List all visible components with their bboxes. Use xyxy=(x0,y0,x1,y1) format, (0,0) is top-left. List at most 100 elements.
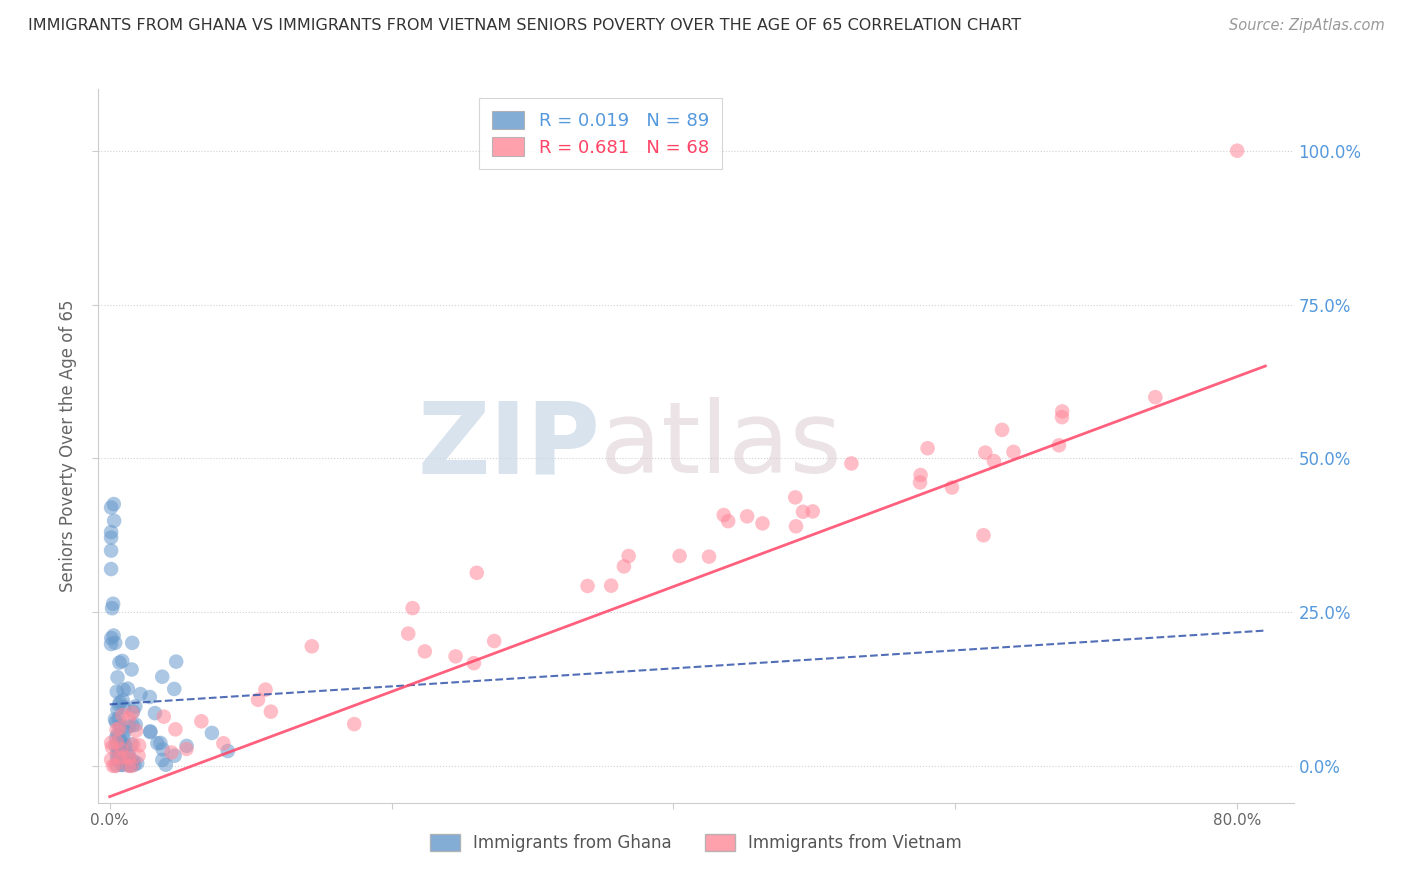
Point xyxy=(105,684,128,698)
Point xyxy=(125,723,148,738)
Point xyxy=(101,740,124,755)
Point xyxy=(129,687,152,701)
Point xyxy=(112,682,135,697)
Point xyxy=(112,730,135,744)
Point xyxy=(212,736,235,750)
Point xyxy=(613,559,636,574)
Point xyxy=(110,753,132,767)
Point xyxy=(139,724,162,739)
Point xyxy=(908,475,931,490)
Point xyxy=(668,549,690,563)
Point xyxy=(343,717,366,731)
Point xyxy=(122,705,145,719)
Point xyxy=(108,722,131,736)
Point xyxy=(128,748,150,763)
Point xyxy=(103,497,125,511)
Point xyxy=(104,636,127,650)
Point xyxy=(121,759,143,773)
Point xyxy=(139,725,162,739)
Point xyxy=(143,706,166,720)
Point xyxy=(121,663,143,677)
Point xyxy=(413,644,436,658)
Point xyxy=(111,654,134,668)
Point xyxy=(717,514,740,528)
Point xyxy=(120,756,142,771)
Point xyxy=(401,601,423,615)
Point xyxy=(108,730,131,744)
Point xyxy=(176,742,198,756)
Point xyxy=(100,637,122,651)
Point xyxy=(118,711,141,725)
Point xyxy=(217,744,239,758)
Point xyxy=(107,742,129,756)
Point xyxy=(114,739,136,753)
Point xyxy=(100,736,122,750)
Point xyxy=(121,718,143,732)
Point xyxy=(103,628,125,642)
Point xyxy=(735,509,758,524)
Text: IMMIGRANTS FROM GHANA VS IMMIGRANTS FROM VIETNAM SENIORS POVERTY OVER THE AGE OF: IMMIGRANTS FROM GHANA VS IMMIGRANTS FROM… xyxy=(28,18,1021,33)
Point xyxy=(121,636,143,650)
Point xyxy=(396,626,419,640)
Point xyxy=(155,757,177,772)
Point xyxy=(444,649,467,664)
Point xyxy=(910,468,932,483)
Point xyxy=(127,756,149,771)
Point xyxy=(917,441,939,455)
Point xyxy=(152,742,174,756)
Point xyxy=(104,712,127,726)
Point xyxy=(1050,404,1073,418)
Point xyxy=(105,752,128,766)
Point xyxy=(104,759,127,773)
Point xyxy=(110,752,132,766)
Point xyxy=(617,549,640,563)
Legend: Immigrants from Ghana, Immigrants from Vietnam: Immigrants from Ghana, Immigrants from V… xyxy=(423,827,969,859)
Point xyxy=(124,757,146,772)
Text: atlas: atlas xyxy=(600,398,842,494)
Point xyxy=(105,731,128,745)
Point xyxy=(105,723,128,737)
Point xyxy=(190,714,212,729)
Point xyxy=(983,454,1005,468)
Point xyxy=(972,528,994,542)
Point xyxy=(463,656,485,670)
Point xyxy=(150,753,173,767)
Point xyxy=(163,681,186,696)
Point xyxy=(991,423,1014,437)
Point xyxy=(751,516,773,531)
Point xyxy=(974,445,997,459)
Point xyxy=(105,735,128,749)
Point xyxy=(118,751,141,765)
Text: Source: ZipAtlas.com: Source: ZipAtlas.com xyxy=(1229,18,1385,33)
Point xyxy=(117,749,139,764)
Point xyxy=(100,531,122,545)
Point xyxy=(100,753,122,767)
Point xyxy=(122,738,145,752)
Point xyxy=(149,736,172,750)
Point xyxy=(107,727,129,741)
Point xyxy=(100,525,122,540)
Point xyxy=(101,601,124,615)
Point xyxy=(111,758,134,772)
Point xyxy=(118,759,141,773)
Point xyxy=(118,756,141,771)
Point xyxy=(120,754,142,768)
Point xyxy=(105,758,128,772)
Point xyxy=(801,504,824,518)
Point xyxy=(1226,144,1249,158)
Point xyxy=(160,746,183,760)
Point xyxy=(713,508,735,522)
Point xyxy=(118,719,141,733)
Point xyxy=(111,742,134,756)
Point xyxy=(107,747,129,761)
Point xyxy=(139,690,162,704)
Point xyxy=(176,739,198,753)
Point xyxy=(260,705,283,719)
Point xyxy=(841,457,863,471)
Point xyxy=(108,754,131,768)
Point xyxy=(125,717,148,731)
Point xyxy=(247,692,270,706)
Point xyxy=(111,757,134,772)
Point xyxy=(108,751,131,765)
Point xyxy=(103,514,125,528)
